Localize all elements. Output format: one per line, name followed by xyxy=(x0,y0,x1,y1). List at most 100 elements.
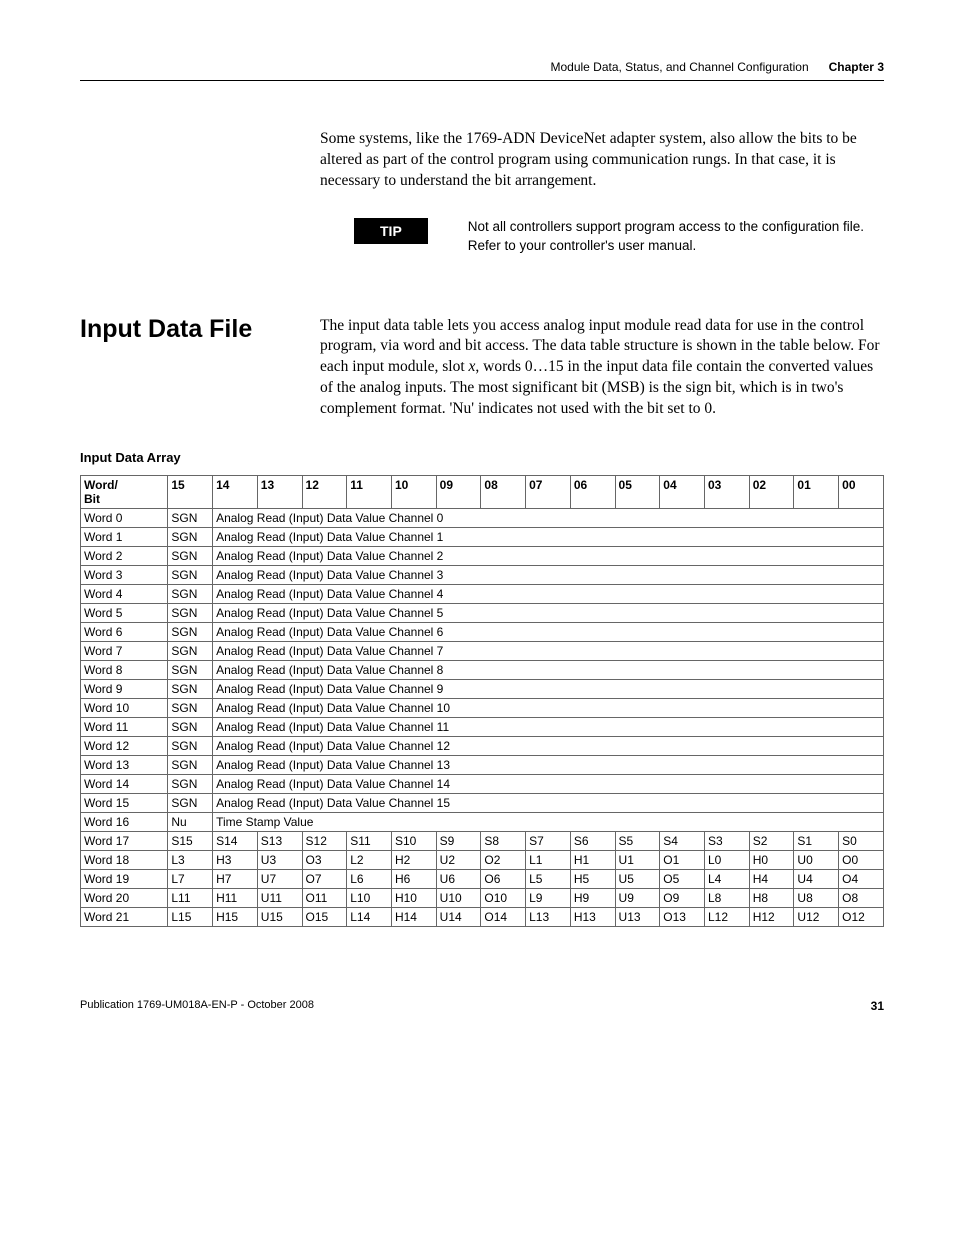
cell-bit: U14 xyxy=(436,908,481,927)
table-row: Word 21L15H15U15O15L14H14U14O14L13H13U13… xyxy=(81,908,884,927)
cell-bit: U0 xyxy=(794,851,839,870)
cell-bit: H0 xyxy=(749,851,794,870)
cell-span: Analog Read (Input) Data Value Channel 1… xyxy=(213,699,884,718)
cell-word: Word 1 xyxy=(81,528,168,547)
cell-bit: L9 xyxy=(526,889,571,908)
cell-bit: U15 xyxy=(257,908,302,927)
col-bit: 08 xyxy=(481,476,526,509)
table-row: Word 17S15S14S13S12S11S10S9S8S7S6S5S4S3S… xyxy=(81,832,884,851)
cell-bit: S4 xyxy=(660,832,705,851)
cell-bit: S14 xyxy=(213,832,258,851)
cell-bit: U8 xyxy=(794,889,839,908)
cell-bit: U10 xyxy=(436,889,481,908)
col-bit: 09 xyxy=(436,476,481,509)
cell-bit: H15 xyxy=(213,908,258,927)
cell-bit: O8 xyxy=(839,889,884,908)
cell-word: Word 8 xyxy=(81,661,168,680)
cell-span: Analog Read (Input) Data Value Channel 3 xyxy=(213,566,884,585)
table-caption: Input Data Array xyxy=(80,450,884,465)
cell-bit: S10 xyxy=(391,832,436,851)
cell-bit: H6 xyxy=(391,870,436,889)
col-bit: 03 xyxy=(704,476,749,509)
publication-info: Publication 1769-UM018A-EN-P - October 2… xyxy=(80,999,314,1013)
table-row: Word 13SGNAnalog Read (Input) Data Value… xyxy=(81,756,884,775)
cell-bit: U9 xyxy=(615,889,660,908)
table-row: Word 5SGNAnalog Read (Input) Data Value … xyxy=(81,604,884,623)
table-row: Word 7SGNAnalog Read (Input) Data Value … xyxy=(81,642,884,661)
cell-span: Analog Read (Input) Data Value Channel 1 xyxy=(213,528,884,547)
tip-badge: TIP xyxy=(354,218,428,244)
cell-bit15: SGN xyxy=(168,718,213,737)
cell-word: Word 15 xyxy=(81,794,168,813)
cell-bit: S8 xyxy=(481,832,526,851)
cell-bit: U11 xyxy=(257,889,302,908)
table-row: Word 20L11H11U11O11L10H10U10O10L9H9U9O9L… xyxy=(81,889,884,908)
cell-span: Analog Read (Input) Data Value Channel 9 xyxy=(213,680,884,699)
cell-bit: H5 xyxy=(570,870,615,889)
table-row: Word 3SGNAnalog Read (Input) Data Value … xyxy=(81,566,884,585)
table-row: Word 0SGNAnalog Read (Input) Data Value … xyxy=(81,509,884,528)
table-row: Word 14SGNAnalog Read (Input) Data Value… xyxy=(81,775,884,794)
cell-bit: H9 xyxy=(570,889,615,908)
col-bit: 11 xyxy=(347,476,392,509)
cell-word: Word 7 xyxy=(81,642,168,661)
cell-span: Analog Read (Input) Data Value Channel 1… xyxy=(213,737,884,756)
col-word-bit: Word/ Bit xyxy=(81,476,168,509)
cell-word: Word 9 xyxy=(81,680,168,699)
col-bit: 02 xyxy=(749,476,794,509)
cell-bit: O12 xyxy=(839,908,884,927)
cell-bit: H1 xyxy=(570,851,615,870)
table-row: Word 12SGNAnalog Read (Input) Data Value… xyxy=(81,737,884,756)
cell-bit15: SGN xyxy=(168,604,213,623)
tip-block: TIP Not all controllers support program … xyxy=(320,218,884,256)
cell-word: Word 6 xyxy=(81,623,168,642)
cell-bit: S3 xyxy=(704,832,749,851)
page-header: Module Data, Status, and Channel Configu… xyxy=(80,60,884,81)
table-row: Word 2SGNAnalog Read (Input) Data Value … xyxy=(81,547,884,566)
cell-bit: L11 xyxy=(168,889,213,908)
table-row: Word 6SGNAnalog Read (Input) Data Value … xyxy=(81,623,884,642)
header-title: Module Data, Status, and Channel Configu… xyxy=(550,60,808,74)
cell-bit: O10 xyxy=(481,889,526,908)
cell-bit: L15 xyxy=(168,908,213,927)
cell-word: Word 10 xyxy=(81,699,168,718)
cell-bit: H11 xyxy=(213,889,258,908)
cell-span: Analog Read (Input) Data Value Channel 1… xyxy=(213,775,884,794)
cell-word: Word 17 xyxy=(81,832,168,851)
cell-bit15: SGN xyxy=(168,775,213,794)
cell-bit: H3 xyxy=(213,851,258,870)
cell-bit15: SGN xyxy=(168,509,213,528)
table-row: Word 9SGNAnalog Read (Input) Data Value … xyxy=(81,680,884,699)
cell-bit: O6 xyxy=(481,870,526,889)
cell-bit: O0 xyxy=(839,851,884,870)
cell-bit: H12 xyxy=(749,908,794,927)
cell-bit15: SGN xyxy=(168,528,213,547)
table-row: Word 16NuTime Stamp Value xyxy=(81,813,884,832)
cell-span: Analog Read (Input) Data Value Channel 2 xyxy=(213,547,884,566)
table-row: Word 4SGNAnalog Read (Input) Data Value … xyxy=(81,585,884,604)
cell-span: Analog Read (Input) Data Value Channel 5 xyxy=(213,604,884,623)
cell-bit: L5 xyxy=(526,870,571,889)
cell-bit: L1 xyxy=(526,851,571,870)
table-row: Word 10SGNAnalog Read (Input) Data Value… xyxy=(81,699,884,718)
cell-bit: L8 xyxy=(704,889,749,908)
col-bit: 05 xyxy=(615,476,660,509)
cell-word: Word 4 xyxy=(81,585,168,604)
cell-bit15: SGN xyxy=(168,661,213,680)
cell-bit: S0 xyxy=(839,832,884,851)
col-bit: 12 xyxy=(302,476,347,509)
cell-span: Analog Read (Input) Data Value Channel 1… xyxy=(213,756,884,775)
table-row: Word 11SGNAnalog Read (Input) Data Value… xyxy=(81,718,884,737)
table-row: Word 18L3H3U3O3L2H2U2O2L1H1U1O1L0H0U0O0 xyxy=(81,851,884,870)
cell-bit: O11 xyxy=(302,889,347,908)
cell-word: Word 21 xyxy=(81,908,168,927)
col-bit: 13 xyxy=(257,476,302,509)
cell-bit: L3 xyxy=(168,851,213,870)
cell-span: Time Stamp Value xyxy=(213,813,884,832)
cell-bit: U12 xyxy=(794,908,839,927)
cell-bit: U6 xyxy=(436,870,481,889)
col-bit: 15 xyxy=(168,476,213,509)
cell-word: Word 14 xyxy=(81,775,168,794)
cell-word: Word 16 xyxy=(81,813,168,832)
cell-bit: U2 xyxy=(436,851,481,870)
